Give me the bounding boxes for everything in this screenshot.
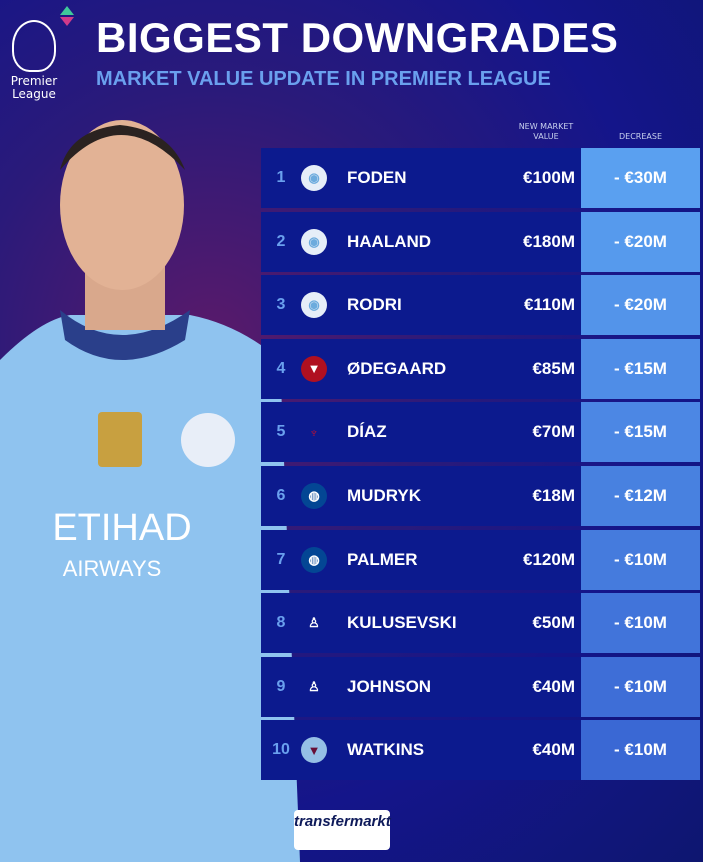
- market-value: €110M: [523, 295, 575, 315]
- decrease-value: - €10M: [581, 720, 700, 781]
- page-subtitle: MARKET VALUE UPDATE IN PREMIER LEAGUE: [96, 68, 551, 90]
- player-name: WATKINS: [347, 740, 425, 760]
- market-value: €100M: [523, 168, 575, 187]
- rank: 4: [276, 359, 286, 377]
- downgrades-table: 1 ◉ FODEN €100M - €30M 2 ◉ HAALAND €180M …: [261, 148, 700, 784]
- player-name: JOHNSON: [347, 676, 432, 696]
- club-crest-icon: ◉: [301, 292, 327, 319]
- logo-text: Premier League: [10, 74, 58, 101]
- table-row: 8 ♙ KULUSEVSKI €50M - €10M: [261, 593, 700, 654]
- svg-text:AIRWAYS: AIRWAYS: [63, 556, 162, 581]
- svg-text:ETIHAD: ETIHAD: [52, 507, 191, 549]
- rank: 3: [276, 296, 286, 314]
- table-row: 2 ◉ HAALAND €180M - €20M: [261, 211, 700, 272]
- table-row: 3 ◉ RODRI €110M - €20M: [261, 275, 700, 336]
- rank: 10: [272, 741, 290, 759]
- decrease-value: - €12M: [581, 465, 700, 526]
- club-crest-icon: ♙: [308, 615, 320, 631]
- player-name: PALMER: [347, 549, 418, 569]
- transfermarkt-logo: transfermarkt: [294, 810, 391, 850]
- table-row: 4 ▼ ØDEGAARD €85M - €15M: [261, 338, 700, 399]
- decrease-value: - €15M: [581, 338, 700, 399]
- player-photo: ETIHAD AIRWAYS: [0, 120, 300, 862]
- market-value: €70M: [532, 422, 575, 442]
- market-value: €40M: [532, 740, 575, 760]
- club-crest-icon: ◍: [301, 546, 327, 573]
- decrease-value: - €15M: [581, 402, 700, 463]
- premier-league-logo: Premier League: [6, 20, 62, 101]
- player-name: HAALAND: [347, 231, 432, 251]
- page-title: BIGGEST DOWNGRADES: [96, 14, 619, 61]
- club-crest-icon: ▼: [301, 737, 327, 764]
- market-value: €85M: [532, 358, 575, 378]
- club-crest-icon: ◍: [301, 482, 327, 509]
- decrease-value: - €20M: [581, 211, 700, 272]
- club-crest-icon: ◉: [301, 228, 327, 255]
- table-row: 10 ▼ WATKINS €40M - €10M: [261, 720, 700, 781]
- player-name: RODRI: [347, 295, 402, 315]
- market-value: €40M: [532, 676, 575, 696]
- market-value: €50M: [532, 613, 575, 633]
- player-name: MUDRYK: [347, 485, 421, 505]
- decrease-value: - €10M: [581, 593, 700, 654]
- market-value: €180M: [523, 231, 575, 251]
- decrease-value: - €30M: [581, 148, 700, 208]
- column-header-decrease: DECREASE: [618, 132, 663, 141]
- rank: 7: [276, 550, 286, 568]
- table-row: 5 ♆ DÍAZ €70M - €15M: [261, 402, 700, 463]
- table-row: 6 ◍ MUDRYK €18M - €12M: [261, 465, 700, 526]
- rank: 5: [276, 423, 286, 441]
- table-row: 9 ♙ JOHNSON €40M - €10M: [261, 656, 700, 717]
- player-name: ØDEGAARD: [347, 358, 447, 378]
- club-crest-icon: ▼: [301, 355, 327, 382]
- rank: 8: [276, 614, 286, 632]
- market-value: €120M: [523, 549, 575, 569]
- rank: 2: [276, 232, 286, 250]
- column-header-market-value: NEW MARKET VALUE: [518, 122, 574, 141]
- up-down-arrows-icon: [60, 6, 74, 26]
- club-crest-icon: ♆: [309, 424, 319, 440]
- rank: 6: [276, 486, 286, 504]
- player-name: FODEN: [347, 168, 407, 187]
- decrease-value: - €10M: [581, 656, 700, 717]
- club-crest-icon: ♙: [308, 678, 320, 694]
- table-row: 1 ◉ FODEN €100M - €30M: [261, 148, 700, 208]
- player-name: DÍAZ: [347, 422, 387, 442]
- table-row: 7 ◍ PALMER €120M - €10M: [261, 529, 700, 590]
- decrease-value: - €10M: [581, 529, 700, 590]
- rank: 1: [276, 169, 286, 186]
- decrease-value: - €20M: [581, 275, 700, 336]
- club-crest-icon: ◉: [301, 165, 327, 191]
- market-value: €18M: [532, 485, 575, 505]
- lion-icon: [12, 20, 56, 72]
- player-name: KULUSEVSKI: [347, 613, 457, 633]
- rank: 9: [276, 677, 286, 695]
